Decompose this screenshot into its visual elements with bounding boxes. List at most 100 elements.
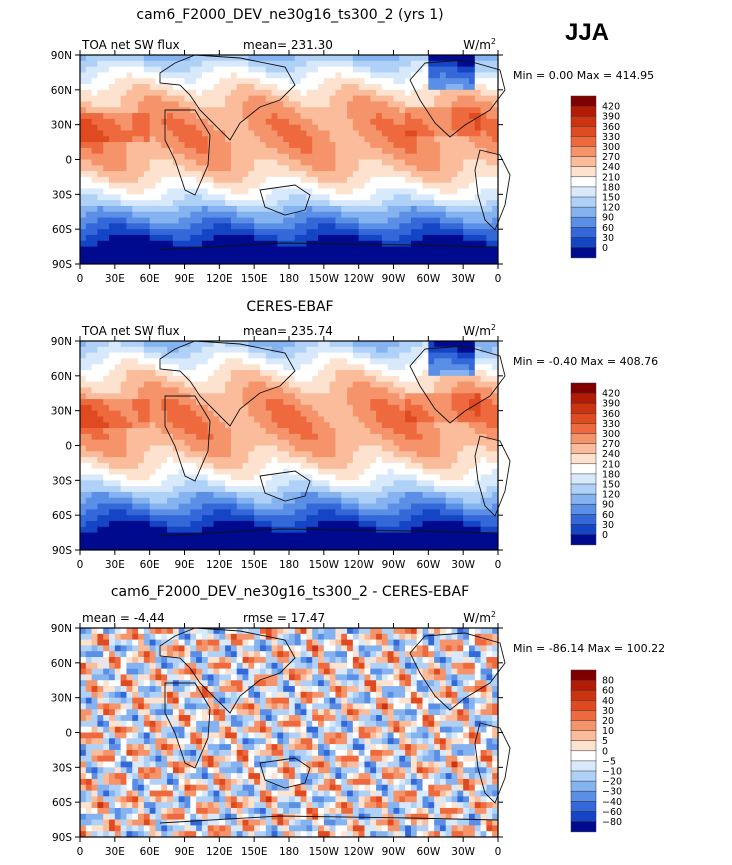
- field-cell: [434, 211, 441, 218]
- field-cell: [91, 346, 98, 354]
- field-cell: [143, 176, 151, 184]
- field-cell: [486, 439, 493, 446]
- field-cell: [225, 84, 232, 91]
- field-cell: [155, 404, 162, 412]
- field-cell: [329, 433, 336, 441]
- field-cell: [381, 229, 389, 236]
- field-cell: [358, 480, 365, 487]
- field-cell: [91, 229, 98, 236]
- field-cell: [376, 165, 383, 172]
- field-cell: [306, 399, 313, 406]
- field-cell: [265, 433, 272, 441]
- field-cell: [248, 118, 255, 126]
- field-cell: [155, 159, 162, 166]
- field-cell: [143, 503, 151, 510]
- field-cell: [277, 200, 284, 207]
- field-cell: [405, 387, 412, 394]
- field-cell: [323, 217, 331, 224]
- field-cell: [370, 509, 377, 516]
- field-cell: [196, 200, 203, 207]
- field-cell: [463, 491, 470, 499]
- field-cell: [132, 375, 139, 383]
- field-cell: [416, 107, 423, 114]
- field-cell: [318, 433, 325, 441]
- field-cell: [85, 147, 93, 155]
- field-cell: [341, 258, 348, 265]
- field-cell: [381, 428, 389, 435]
- field-cell: [178, 142, 185, 149]
- field-cell: [376, 194, 383, 201]
- field-cell: [457, 428, 464, 435]
- field-cell: [132, 445, 139, 452]
- field-cell: [393, 130, 400, 137]
- field-cell: [312, 78, 319, 85]
- field-cell: [167, 462, 174, 470]
- field-cell: [259, 451, 267, 458]
- field-cell: [492, 410, 499, 417]
- field-cell: [364, 352, 371, 359]
- field-cell: [451, 240, 458, 247]
- field-cell: [387, 142, 394, 149]
- field-cell: [138, 95, 145, 102]
- field-cell: [393, 520, 400, 528]
- field-cell: [132, 491, 139, 499]
- field-cell: [335, 246, 342, 253]
- field-cell: [120, 136, 127, 143]
- field-cell: [463, 60, 470, 68]
- field-cell: [120, 375, 127, 383]
- field-cell: [213, 55, 220, 62]
- field-cell: [149, 422, 156, 429]
- field-cell: [376, 497, 383, 504]
- field-cell: [410, 107, 418, 114]
- field-cell: [329, 205, 336, 213]
- field-cell: [80, 118, 87, 126]
- field-cell: [306, 229, 313, 236]
- field-cell: [399, 130, 406, 137]
- field-cell: [230, 387, 238, 394]
- field-cell: [97, 176, 104, 184]
- field-cell: [451, 188, 458, 195]
- field-cell: [364, 451, 371, 458]
- field-cell: [381, 153, 389, 160]
- field-cell: [161, 72, 168, 79]
- field-cell: [370, 370, 377, 377]
- field-cell: [306, 497, 313, 504]
- field-cell: [480, 171, 487, 178]
- field-cell: [341, 416, 348, 423]
- field-cell: [364, 393, 371, 400]
- field-cell: [120, 188, 127, 195]
- field-cell: [468, 352, 476, 359]
- field-cell: [451, 211, 458, 218]
- field-cell: [225, 393, 232, 400]
- field-cell: [190, 375, 197, 383]
- field-cell: [207, 153, 214, 160]
- field-cell: [85, 246, 93, 253]
- field-cell: [381, 159, 389, 166]
- field-cell: [265, 176, 272, 184]
- field-cell: [289, 451, 296, 458]
- field-cell: [352, 252, 360, 259]
- field-cell: [289, 60, 296, 68]
- field-cell: [323, 381, 331, 388]
- field-cell: [213, 176, 220, 184]
- field-cell: [480, 159, 487, 166]
- field-cell: [410, 113, 418, 120]
- field-cell: [434, 352, 441, 359]
- field-cell: [109, 84, 116, 91]
- field-cell: [80, 60, 87, 68]
- field-cell: [80, 136, 87, 143]
- field-cell: [172, 153, 180, 160]
- field-cell: [201, 234, 209, 242]
- field-cell: [184, 457, 191, 464]
- field-cell: [225, 200, 232, 207]
- field-cell: [219, 78, 226, 85]
- field-cell: [370, 352, 377, 359]
- field-cell: [143, 165, 151, 172]
- field-cell: [230, 234, 238, 242]
- field-cell: [248, 445, 255, 452]
- field-cell: [242, 113, 249, 120]
- field-cell: [434, 194, 441, 201]
- field-cell: [167, 258, 174, 265]
- field-cell: [312, 118, 319, 126]
- field-cell: [393, 101, 400, 108]
